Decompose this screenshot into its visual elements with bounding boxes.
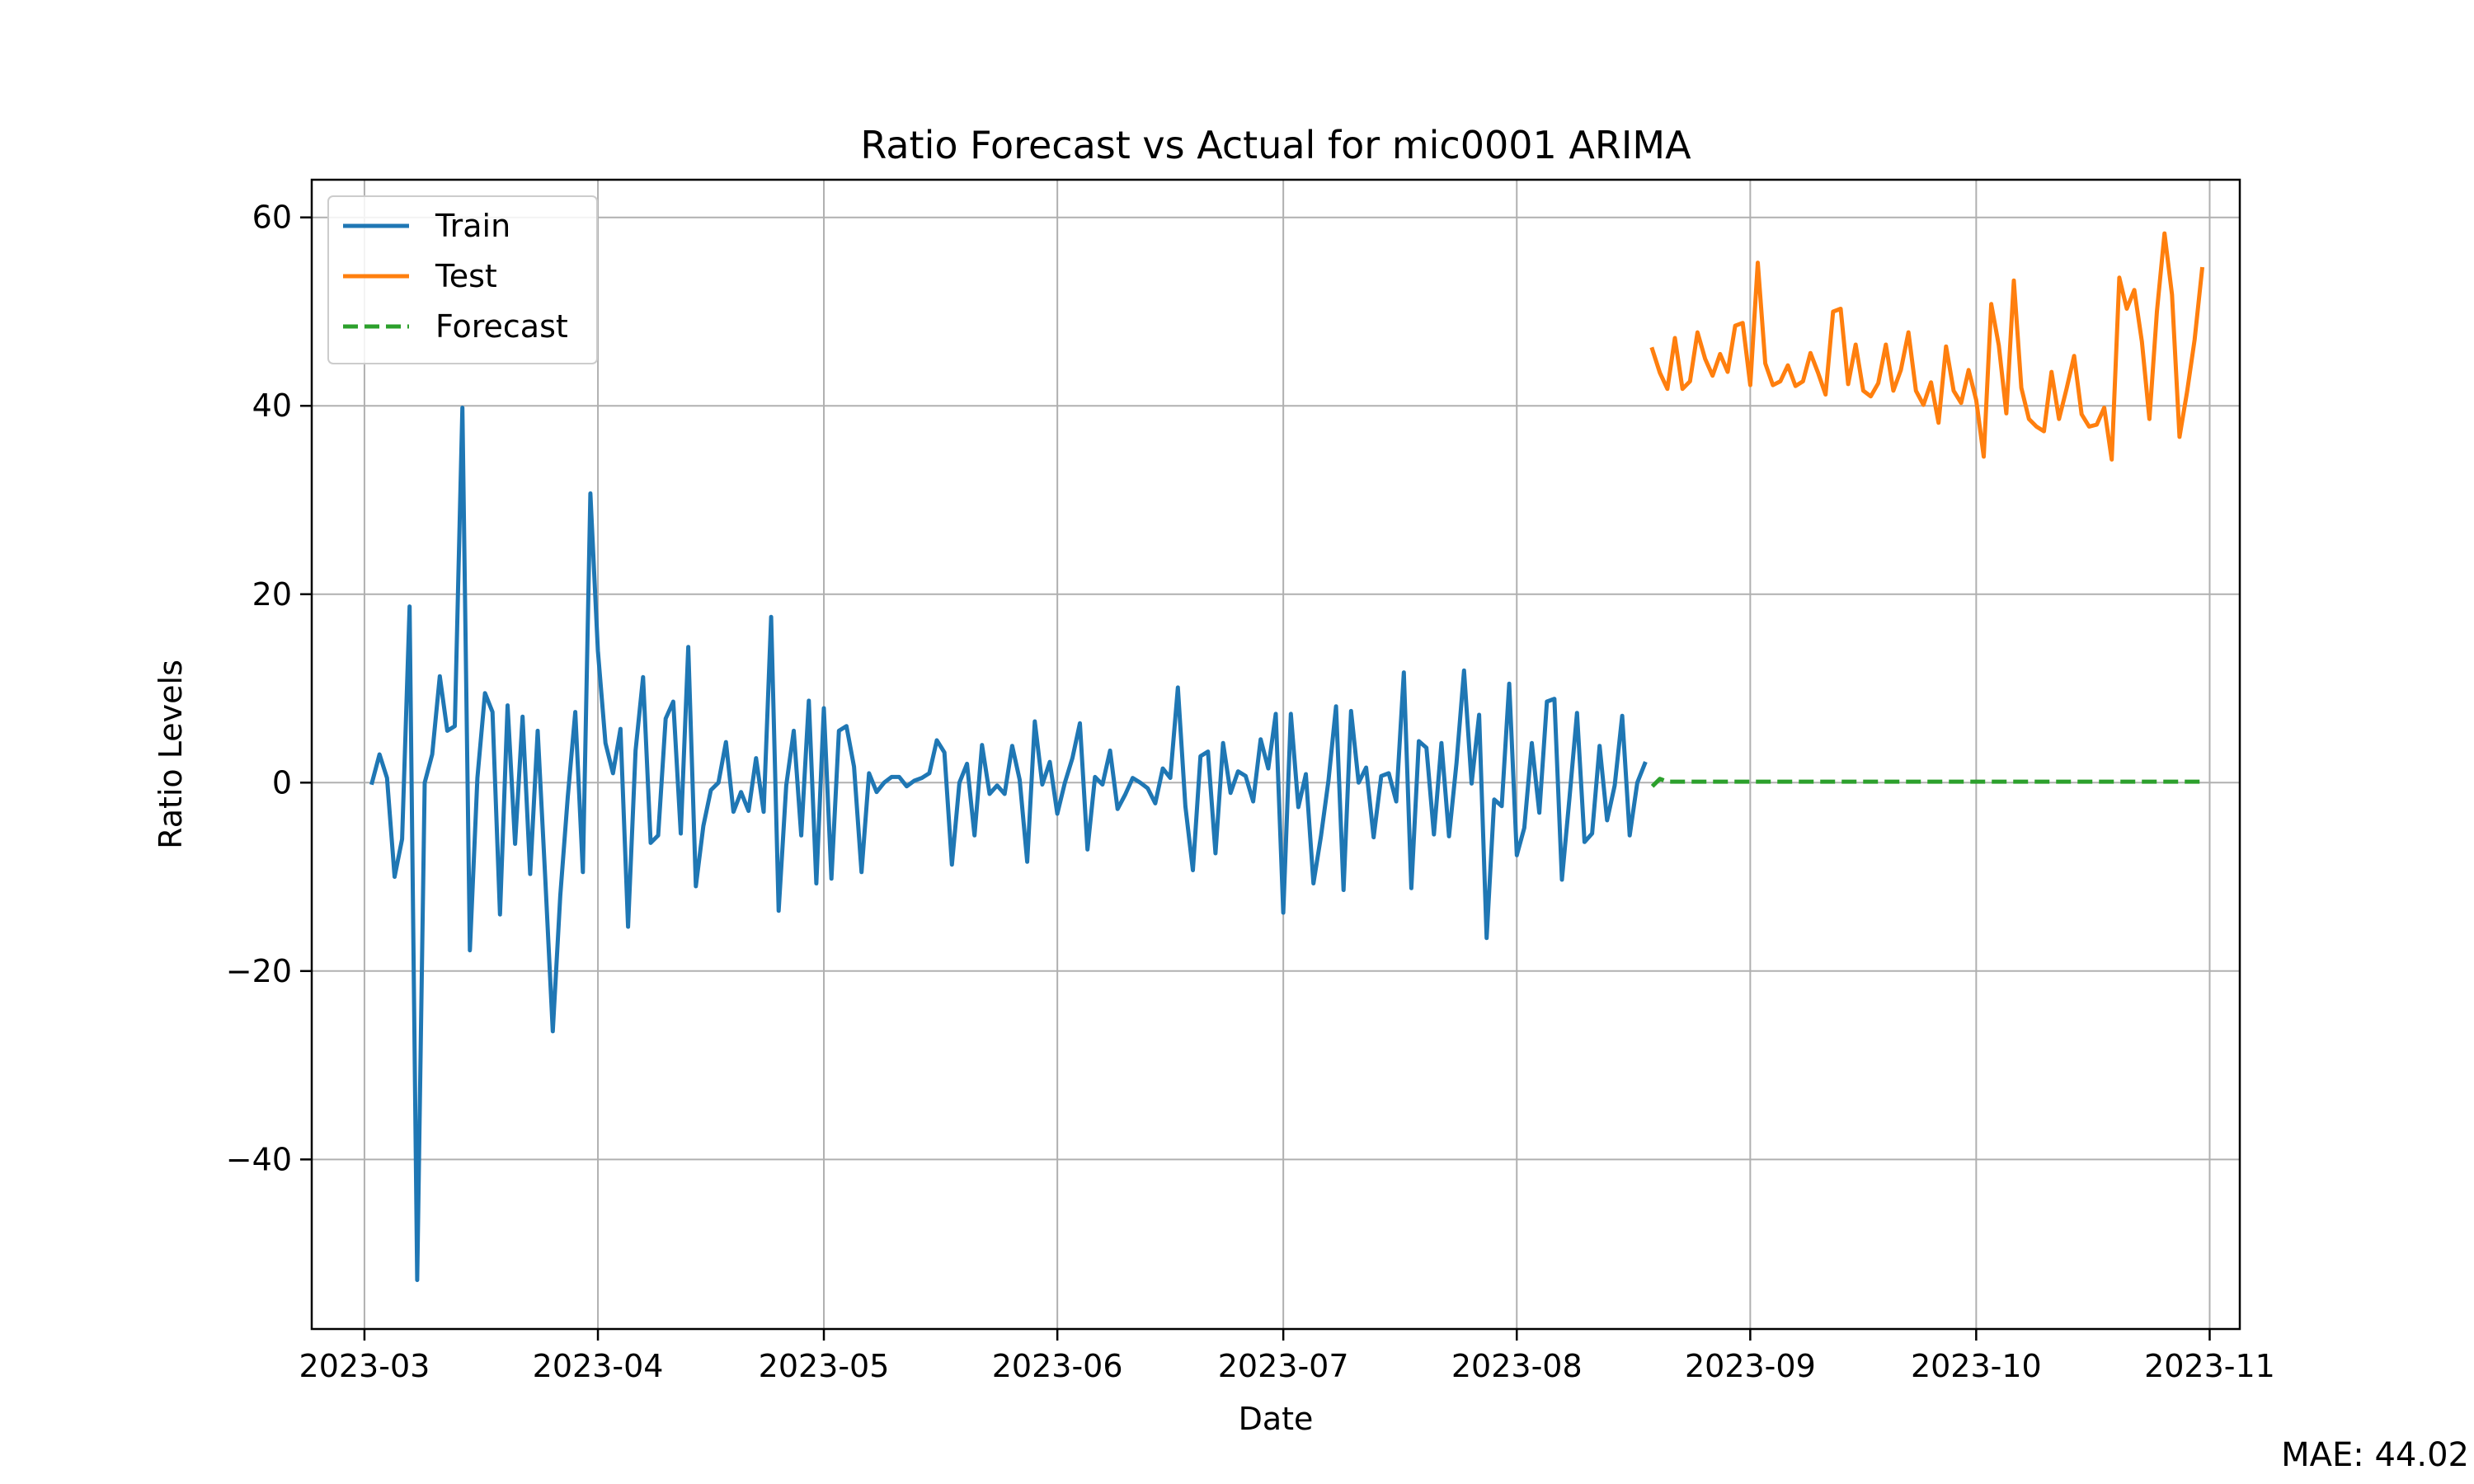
plot-frame <box>310 178 2241 1331</box>
legend: Train Test Forecast <box>327 195 598 364</box>
x-tick-label: 2023-10 <box>1911 1348 2042 1384</box>
legend-label-test: Test <box>435 258 497 294</box>
plot-area <box>369 231 2205 1283</box>
x-axis-label: Date <box>1239 1401 1314 1437</box>
y-tick-label: 20 <box>252 576 292 613</box>
x-tick-label: 2023-04 <box>533 1348 664 1384</box>
x-tick-label: 2023-07 <box>1218 1348 1349 1384</box>
y-tick-label: −40 <box>226 1141 292 1177</box>
series-line-test <box>1649 231 2205 462</box>
y-tick-label: 60 <box>252 200 292 236</box>
axis-ticks: 2023-03 2023-04 2023-05 2023-06 2023-07 2023-… <box>226 200 2275 1384</box>
x-tick-label: 2023-08 <box>1451 1348 1583 1384</box>
y-tick-label: 0 <box>272 764 292 801</box>
series-line-train <box>369 406 1648 1283</box>
x-tick-label: 2023-09 <box>1685 1348 1816 1384</box>
y-tick-label: −20 <box>226 953 292 989</box>
y-tick-label: 40 <box>252 387 292 424</box>
chart-title: Ratio Forecast vs Actual for mic0001 ARI… <box>860 123 1691 167</box>
x-tick-label: 2023-11 <box>2144 1348 2275 1384</box>
x-tick-label: 2023-05 <box>759 1348 890 1384</box>
legend-label-train: Train <box>435 208 510 244</box>
x-tick-label: 2023-03 <box>299 1348 430 1384</box>
mae-label: MAE: 44.02 <box>2281 1436 2469 1474</box>
series-line-forecast <box>1650 777 2203 788</box>
legend-label-forecast: Forecast <box>435 308 568 345</box>
x-tick-label: 2023-06 <box>992 1348 1123 1384</box>
y-axis-label: Ratio Levels <box>153 660 189 849</box>
legend-frame <box>327 195 598 364</box>
